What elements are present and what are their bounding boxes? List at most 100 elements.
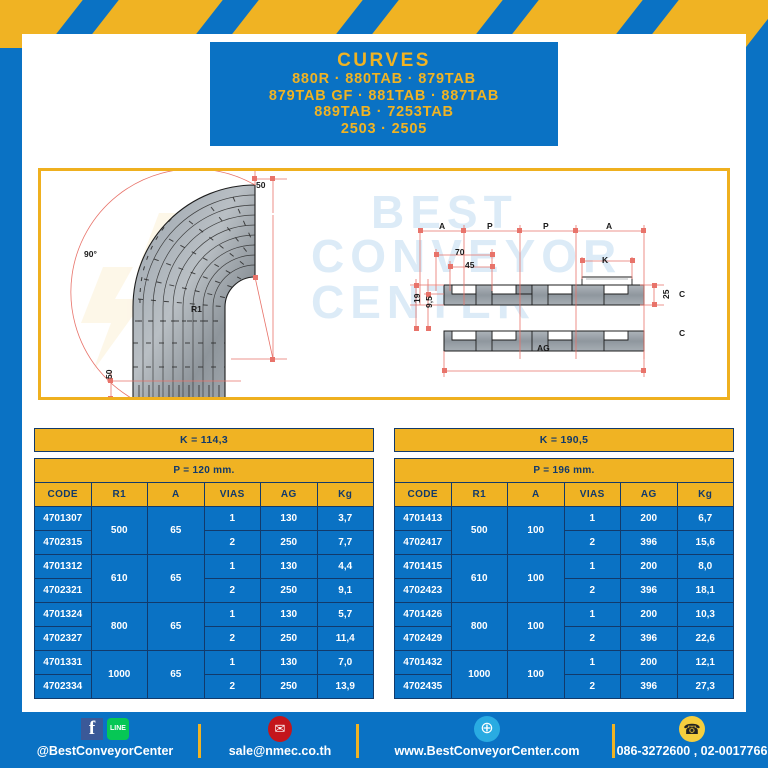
cell-vias: 2: [563, 578, 621, 603]
col-header-kg: Kg: [316, 482, 374, 507]
table-row: 4701432 1000 100 1 200 12,1: [394, 650, 734, 699]
cell-r1: 610: [450, 554, 508, 603]
cell-ag: 396: [620, 530, 678, 555]
col-header-vias: VIAS: [203, 482, 261, 507]
section-dim-25: 25: [661, 289, 671, 299]
website-url[interactable]: www.BestConveyorCenter.com: [394, 744, 580, 758]
cell-vias: 2: [203, 578, 261, 603]
title-line-2: 879TAB GF · 881TAB · 887TAB: [268, 87, 500, 104]
cell-code: 4702435: [394, 674, 452, 699]
cell-code: 4701413: [394, 506, 452, 531]
cell-code: 4701432: [394, 650, 452, 675]
cell-kg: 13,9: [316, 674, 374, 699]
title-main: CURVES: [337, 50, 431, 71]
section-label-p-right: P: [543, 221, 549, 231]
table-row: 4702429 2 396 22,6: [394, 626, 734, 651]
upper-profile: [443, 276, 645, 306]
col-header-ag: AG: [260, 482, 318, 507]
cell-ag: 130: [260, 602, 318, 627]
table-row: 4702417 2 396 15,6: [394, 530, 734, 555]
cell-a: 100: [507, 602, 565, 651]
footer-phone[interactable]: ☎ 086-3272600 , 02-0017766: [617, 716, 767, 758]
cell-ag: 130: [260, 506, 318, 531]
facebook-icon[interactable]: f: [81, 718, 103, 740]
cell-code: 4702321: [34, 578, 92, 603]
cell-kg: 3,7: [316, 506, 374, 531]
cell-code: 4701324: [34, 602, 92, 627]
col-header-vias: VIAS: [563, 482, 621, 507]
cell-vias: 1: [203, 602, 261, 627]
footer-divider: [612, 724, 615, 758]
section-dim-19: 19: [412, 293, 422, 303]
facebook-handle[interactable]: @BestConveyorCenter: [36, 744, 174, 758]
cell-vias: 2: [563, 626, 621, 651]
cell-code: 4701415: [394, 554, 452, 579]
cell-ag: 200: [620, 506, 678, 531]
cell-kg: 6,7: [676, 506, 734, 531]
cell-code: 4701426: [394, 602, 452, 627]
cell-kg: 5,7: [316, 602, 374, 627]
cell-ag: 250: [260, 530, 318, 555]
footer-divider: [356, 724, 359, 758]
cell-kg: 10,3: [676, 602, 734, 627]
cell-code: 4702327: [34, 626, 92, 651]
cell-kg: 7,7: [316, 530, 374, 555]
spec-table-left: K = 114,3 P = 120 mm. CODE R1 A VIAS AG …: [34, 428, 374, 699]
col-header-code: CODE: [34, 482, 92, 507]
k-value-bar: K = 114,3: [34, 428, 374, 452]
cell-kg: 18,1: [676, 578, 734, 603]
cell-code: 4702334: [34, 674, 92, 699]
table-row: 4702321 2 250 9,1: [34, 578, 374, 603]
table-row: 4701426 800 100 1 200 10,3: [394, 602, 734, 651]
cell-ag: 130: [260, 650, 318, 675]
cell-a: 100: [507, 506, 565, 555]
cell-kg: 15,6: [676, 530, 734, 555]
footer-divider: [198, 724, 201, 758]
section-dim-k: K: [602, 255, 609, 265]
cell-code: 4702423: [394, 578, 452, 603]
email-address[interactable]: sale@nmec.co.th: [228, 744, 332, 758]
cell-kg: 27,3: [676, 674, 734, 699]
cell-kg: 22,6: [676, 626, 734, 651]
globe-icon[interactable]: ⊕: [474, 716, 500, 742]
cell-ag: 250: [260, 674, 318, 699]
section-dimension-arrows: [414, 228, 657, 373]
line-icon[interactable]: LINE: [107, 718, 129, 740]
curve-dim-bottom: 50: [104, 369, 114, 379]
envelope-icon[interactable]: ✉: [268, 716, 292, 742]
cell-vias: 1: [203, 554, 261, 579]
cell-vias: 1: [563, 506, 621, 531]
section-label-a-right: A: [606, 221, 613, 231]
section-label-a-left: A: [439, 221, 446, 231]
cell-ag: 200: [620, 602, 678, 627]
table-row: 4701413 500 100 1 200 6,7: [394, 506, 734, 555]
cell-ag: 130: [260, 554, 318, 579]
cell-ag: 396: [620, 578, 678, 603]
table-row: 4702334 2 250 13,9: [34, 674, 374, 699]
cell-r1: 1000: [90, 650, 148, 699]
curve-drawing: [70, 171, 287, 397]
footer-website[interactable]: ⊕ www.BestConveyorCenter.com: [364, 716, 610, 758]
phone-number[interactable]: 086-3272600 , 02-0017766: [616, 744, 768, 758]
cell-vias: 1: [203, 506, 261, 531]
footer-social[interactable]: f LINE @BestConveyorCenter: [12, 716, 198, 758]
phone-icon[interactable]: ☎: [679, 716, 705, 742]
col-header-a: A: [507, 482, 565, 507]
cell-a: 100: [507, 650, 565, 699]
p-value-bar: P = 196 mm.: [394, 458, 734, 483]
col-header-r1: R1: [450, 482, 508, 507]
footer-contact-bar: f LINE @BestConveyorCenter ✉ sale@nmec.c…: [0, 712, 768, 768]
cell-code: 4702417: [394, 530, 452, 555]
cell-a: 65: [147, 650, 205, 699]
cell-code: 4702429: [394, 626, 452, 651]
cell-ag: 200: [620, 650, 678, 675]
cell-a: 65: [147, 554, 205, 603]
title-line-4: 2503 · 2505: [340, 120, 428, 137]
section-label-c-top: C: [679, 289, 686, 299]
cell-ag: 396: [620, 674, 678, 699]
section-dim-45: 45: [465, 260, 475, 270]
col-header-a: A: [147, 482, 205, 507]
k-value-bar: K = 190,5: [394, 428, 734, 452]
curve-radius-label: R1: [191, 304, 202, 314]
footer-email[interactable]: ✉ sale@nmec.co.th: [206, 716, 354, 758]
